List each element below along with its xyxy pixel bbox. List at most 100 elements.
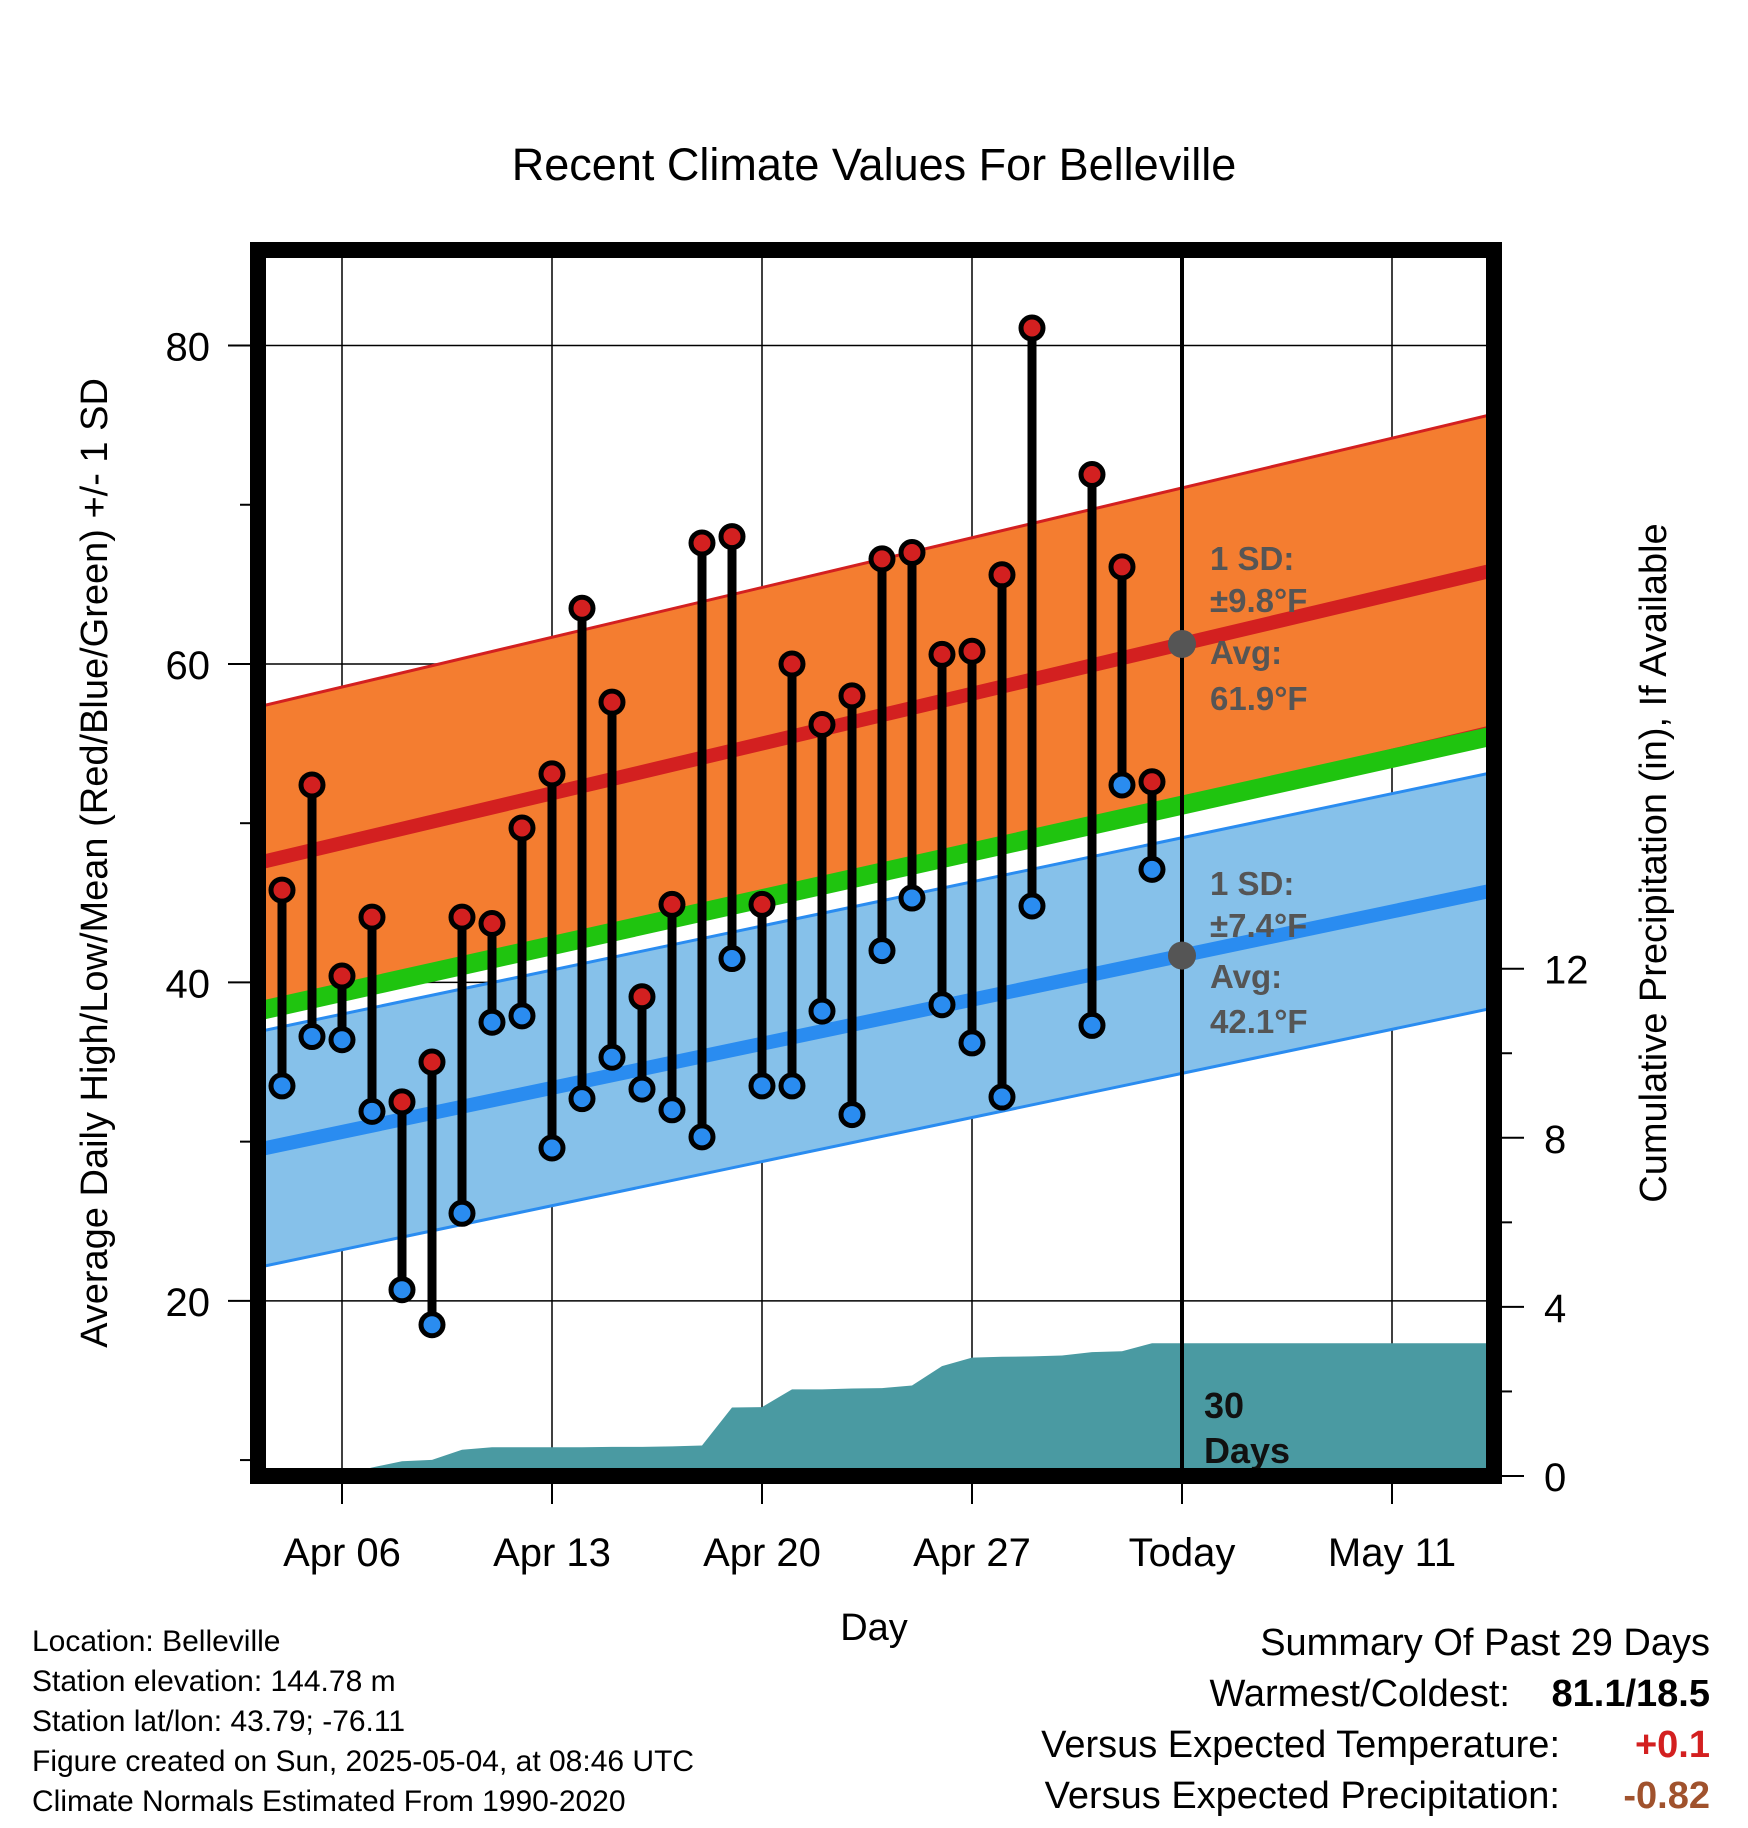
- daily-low-marker: [838, 1101, 866, 1129]
- daily-low-marker: [1078, 1011, 1106, 1039]
- daily-low-marker: [658, 1096, 686, 1124]
- x-axis-label: Day: [840, 1607, 908, 1649]
- warmest-coldest-row: Warmest/Coldest: 81.1/18.5: [1041, 1669, 1710, 1720]
- daily-high-marker: [658, 890, 686, 918]
- warmest-coldest-label: Warmest/Coldest:: [1209, 1673, 1510, 1715]
- daily-low-marker: [1138, 855, 1166, 883]
- daily-high-marker: [958, 637, 986, 665]
- daily-high-marker: [508, 814, 536, 842]
- left-y-tick-label: 20: [166, 1281, 211, 1325]
- daily-high-marker: [538, 760, 566, 788]
- daily-low-marker: [298, 1023, 326, 1051]
- daily-low-marker: [478, 1008, 506, 1036]
- high-avg-title: Avg:: [1210, 634, 1282, 671]
- daily-high-marker: [448, 903, 476, 931]
- daily-high-marker: [988, 561, 1016, 589]
- daily-high-marker: [838, 682, 866, 710]
- daily-high-marker: [1108, 553, 1136, 581]
- daily-high-marker: [928, 640, 956, 668]
- right-y-tick-label: 12: [1544, 949, 1589, 993]
- daily-high-marker: [778, 650, 806, 678]
- right-y-tick-label: 0: [1544, 1456, 1566, 1500]
- today-line: [1168, 250, 1196, 1476]
- daily-high-marker: [748, 890, 776, 918]
- left-y-axis-ticks: 20 40 60 80: [166, 326, 250, 1462]
- daily-low-marker: [268, 1072, 296, 1100]
- precip-departure-label: Versus Expected Precipitation:: [1044, 1775, 1560, 1817]
- daily-low-marker: [508, 1002, 536, 1030]
- right-y-axis-ticks: 0 4 8 12: [1502, 949, 1589, 1500]
- daily-high-marker: [1138, 768, 1166, 796]
- daily-low-marker: [868, 937, 896, 965]
- daily-high-marker: [268, 876, 296, 904]
- today-low-avg-marker: [1168, 941, 1196, 970]
- daily-low-marker: [418, 1311, 446, 1339]
- daily-low-marker: [538, 1134, 566, 1162]
- daily-high-marker: [898, 539, 926, 567]
- daily-low-marker: [958, 1029, 986, 1057]
- precip-departure-row: Versus Expected Precipitation: -0.82: [1041, 1771, 1710, 1822]
- x-tick-label: Apr 13: [493, 1531, 611, 1575]
- plot-area: 1 SD: ±9.8°F Avg: 61.9°F 1 SD: ±7.4°F Av…: [258, 250, 1494, 1476]
- precipitation-area: [258, 1343, 1494, 1476]
- summary-title: Summary Of Past 29 Days: [1260, 1622, 1710, 1664]
- daily-high-marker: [358, 903, 386, 931]
- daily-high-marker: [298, 771, 326, 799]
- high-sd-title: 1 SD:: [1210, 540, 1294, 577]
- left-y-tick-label: 80: [166, 326, 211, 370]
- right-y-axis-label: Cumulative Precipitation (in), If Availa…: [1633, 523, 1675, 1202]
- daily-high-marker: [478, 910, 506, 938]
- summary-panel: Summary Of Past 29 Days Warmest/Coldest:…: [1041, 1618, 1710, 1822]
- low-sd-value: ±7.4°F: [1210, 907, 1307, 944]
- low-avg-value: 42.1°F: [1210, 1003, 1308, 1040]
- x-tick-label: Apr 06: [283, 1531, 401, 1575]
- precipitation-fill: [258, 1343, 1494, 1476]
- right-y-tick-label: 4: [1544, 1287, 1566, 1331]
- temp-departure-value: +0.1: [1634, 1724, 1710, 1766]
- created-text: Figure created on Sun, 2025-05-04, at 08…: [32, 1745, 695, 1778]
- daily-high-marker: [718, 523, 746, 551]
- low-avg-title: Avg:: [1210, 958, 1282, 995]
- x-tick-label: Today: [1129, 1531, 1236, 1575]
- high-avg-value: 61.9°F: [1210, 680, 1308, 717]
- high-sd-value: ±9.8°F: [1210, 582, 1307, 619]
- annotations: 1 SD: ±9.8°F Avg: 61.9°F 1 SD: ±7.4°F Av…: [1204, 540, 1308, 1471]
- left-y-axis-label: Average Daily High/Low/Mean (Red/Blue/Gr…: [74, 378, 116, 1348]
- location-text: Location: Belleville: [32, 1625, 281, 1658]
- daily-high-marker: [808, 710, 836, 738]
- daily-high-marker: [1018, 314, 1046, 342]
- x-tick-label: May 11: [1328, 1531, 1456, 1575]
- warmest-coldest-value: 81.1/18.5: [1551, 1673, 1710, 1715]
- daily-low-marker: [988, 1083, 1016, 1111]
- daily-high-marker: [598, 688, 626, 716]
- daily-low-marker: [568, 1085, 596, 1113]
- daily-low-marker: [328, 1026, 356, 1054]
- temp-departure-row: Versus Expected Temperature: +0.1: [1041, 1720, 1710, 1771]
- daily-markers: [268, 314, 1166, 1339]
- right-y-tick-label: 8: [1544, 1118, 1566, 1162]
- chart-title: Recent Climate Values For Belleville: [512, 139, 1236, 190]
- x-axis-ticks: Apr 06 Apr 13 Apr 20 Apr 27 Today May 11: [283, 1484, 1456, 1575]
- low-sd-title: 1 SD:: [1210, 865, 1294, 902]
- left-y-tick-label: 40: [166, 962, 211, 1006]
- daily-high-marker: [1078, 461, 1106, 489]
- normal-bands: [258, 412, 1494, 1269]
- normals-text: Climate Normals Estimated From 1990-2020: [32, 1785, 626, 1818]
- normal-high-line: [258, 563, 1494, 870]
- daily-low-marker: [778, 1072, 806, 1100]
- daily-low-marker: [928, 991, 956, 1019]
- precip-days-value: 30: [1204, 1385, 1244, 1426]
- daily-range-bars: [277, 328, 1157, 1325]
- daily-low-marker: [808, 997, 836, 1025]
- today-high-avg-marker: [1168, 629, 1196, 658]
- daily-low-marker: [448, 1199, 476, 1227]
- daily-low-marker: [628, 1075, 656, 1103]
- temp-departure-label: Versus Expected Temperature:: [1041, 1724, 1560, 1766]
- daily-high-marker: [568, 594, 596, 622]
- daily-high-marker: [418, 1048, 446, 1076]
- elevation-text: Station elevation: 144.78 m: [32, 1665, 396, 1698]
- daily-high-marker: [628, 983, 656, 1011]
- daily-low-marker: [358, 1097, 386, 1125]
- daily-high-marker: [868, 545, 896, 573]
